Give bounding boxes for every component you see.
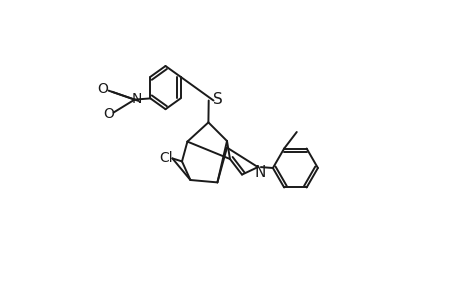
Text: N: N (131, 92, 141, 106)
Text: S: S (213, 92, 223, 106)
Text: O: O (103, 107, 114, 121)
Text: O: O (97, 82, 108, 96)
Text: Cl: Cl (159, 152, 173, 165)
Text: N: N (254, 165, 265, 180)
